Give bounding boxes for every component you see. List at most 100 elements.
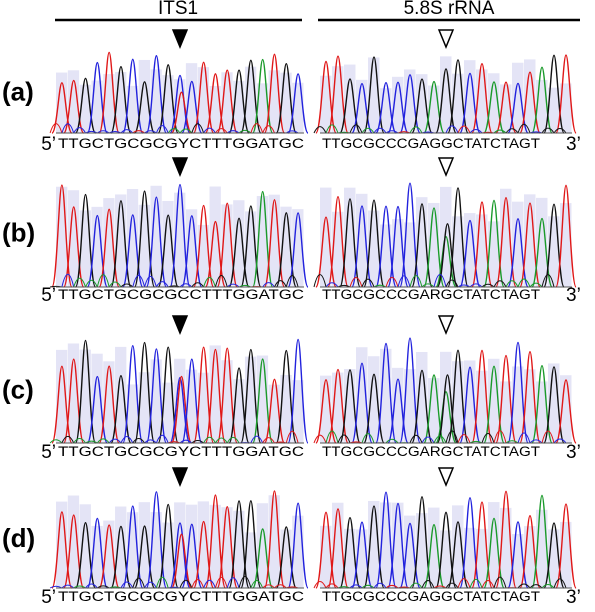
noise xyxy=(155,434,169,444)
peak xyxy=(459,72,481,134)
noise xyxy=(481,432,495,444)
quality-bar xyxy=(280,206,292,287)
peak xyxy=(543,203,565,288)
quality-bar xyxy=(332,372,344,443)
noise xyxy=(529,584,543,589)
noise xyxy=(97,130,110,134)
quality-bar xyxy=(244,211,257,287)
peak xyxy=(86,375,108,444)
noise xyxy=(349,584,363,589)
noise xyxy=(469,578,483,589)
noise xyxy=(493,129,507,134)
noise xyxy=(108,281,122,288)
quality-bar xyxy=(197,67,210,133)
quality-bar xyxy=(428,85,440,133)
peak xyxy=(157,214,179,288)
quality-bar xyxy=(452,361,464,443)
peak xyxy=(363,373,385,444)
noise xyxy=(85,440,98,444)
noise xyxy=(493,280,507,288)
noise xyxy=(433,585,447,589)
sequence: TTGCGCCCGARGCTATCTAGT xyxy=(322,287,540,302)
noise xyxy=(325,583,339,589)
noise xyxy=(144,581,157,589)
peak xyxy=(315,379,337,444)
quality-bar xyxy=(209,186,221,287)
noise xyxy=(385,276,399,288)
noise xyxy=(361,433,375,444)
noise xyxy=(285,430,299,444)
quality-bar xyxy=(56,501,68,588)
peak xyxy=(181,215,203,288)
quality-bar xyxy=(512,62,524,133)
prime-label: 5’ xyxy=(41,442,56,463)
panel-label: (d) xyxy=(2,523,35,553)
quality-bar xyxy=(209,504,221,588)
quality-bar xyxy=(268,194,280,287)
quality-bar xyxy=(428,507,440,588)
header: ITS1 xyxy=(158,0,198,19)
quality-bar xyxy=(103,520,115,588)
panel-label: (c) xyxy=(2,375,34,405)
noise xyxy=(179,579,193,589)
noise xyxy=(132,130,145,134)
quality-bar xyxy=(56,186,68,287)
quality-bar xyxy=(162,75,174,133)
quality-bar xyxy=(233,510,245,588)
noise xyxy=(313,581,327,589)
noise xyxy=(469,283,483,288)
peak xyxy=(399,522,421,589)
quality-bar xyxy=(292,515,304,588)
marker xyxy=(437,157,455,177)
quality-bar xyxy=(280,72,292,133)
noise xyxy=(120,129,134,134)
quality-bar xyxy=(344,369,356,443)
peak xyxy=(351,83,373,134)
noise xyxy=(517,583,531,589)
sequence: TTGCTGCGCGCCTTTGGATGC xyxy=(58,287,304,302)
quality-bar xyxy=(103,361,115,443)
quality-bar xyxy=(233,80,245,133)
noise xyxy=(409,275,423,288)
peak xyxy=(287,502,309,589)
quality-bar xyxy=(115,506,127,588)
quality-bar xyxy=(548,529,560,588)
noise xyxy=(203,579,216,589)
marker xyxy=(437,315,455,335)
noise xyxy=(481,580,495,589)
prime-label: 5’ xyxy=(41,285,56,306)
prime-label: 3’ xyxy=(566,285,581,306)
noise xyxy=(421,436,435,444)
noise xyxy=(274,280,287,288)
peak xyxy=(181,358,203,444)
peak xyxy=(555,379,577,444)
quality-bar xyxy=(56,72,68,133)
peak xyxy=(204,220,227,288)
quality-bar xyxy=(244,66,257,133)
noise xyxy=(313,126,327,134)
quality-bar xyxy=(79,349,91,443)
prime-label: 3’ xyxy=(566,442,581,463)
noise xyxy=(325,282,339,288)
quality-bar xyxy=(548,87,560,133)
quality-bar xyxy=(464,60,476,133)
peak xyxy=(436,223,459,288)
noise xyxy=(397,275,411,288)
peak xyxy=(86,61,108,134)
quality-bar xyxy=(536,79,548,133)
peak xyxy=(63,358,85,444)
quality-bar xyxy=(256,196,269,287)
peak xyxy=(447,521,469,589)
quality-bar xyxy=(221,507,233,588)
panel-label: (b) xyxy=(2,218,35,248)
noise xyxy=(553,128,567,134)
quality-bar xyxy=(197,372,210,443)
peak xyxy=(423,523,445,589)
noise xyxy=(120,283,134,288)
quality-bar xyxy=(174,79,186,133)
quality-bar xyxy=(126,512,139,588)
peak xyxy=(170,533,193,589)
quality-bar xyxy=(138,204,150,287)
quality-bar xyxy=(452,505,464,588)
quality-bar xyxy=(332,211,344,287)
